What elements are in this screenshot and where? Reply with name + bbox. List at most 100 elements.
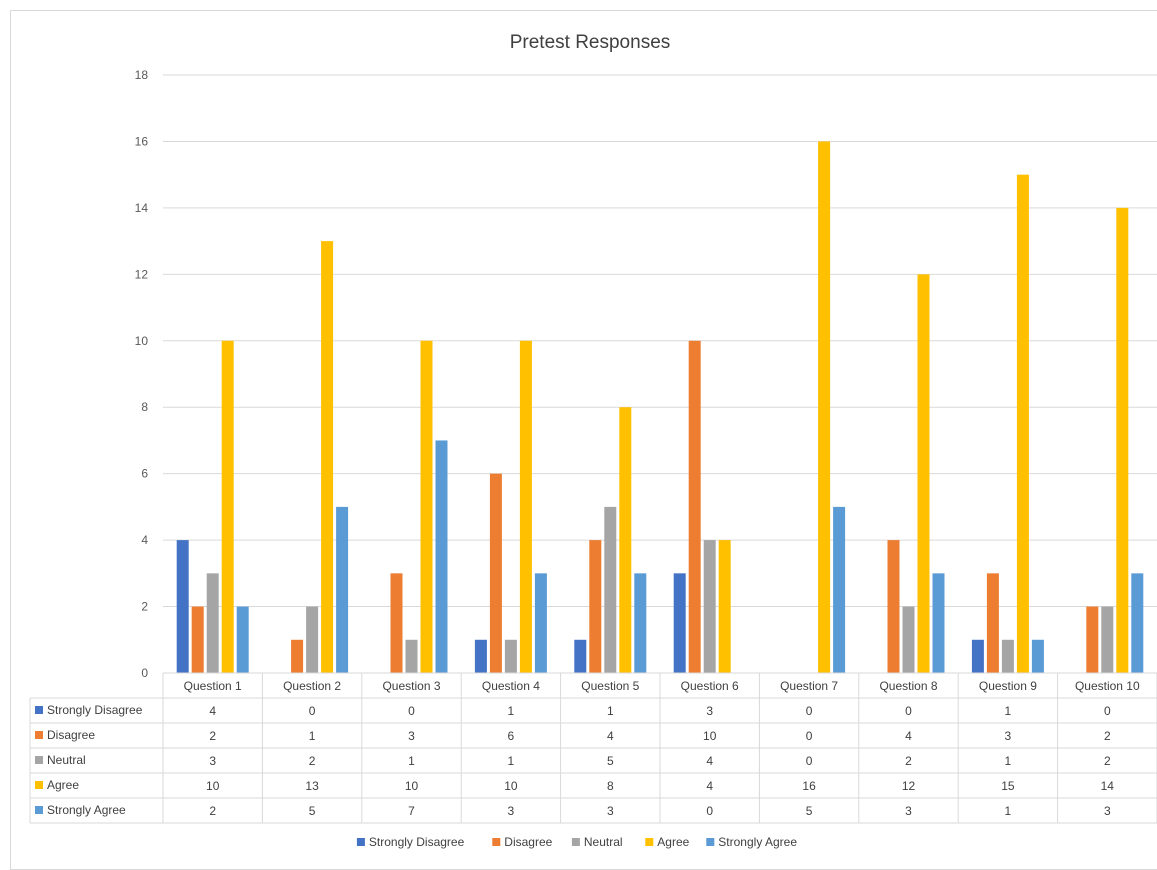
table-cell: 3 [1104, 804, 1111, 818]
table-cell: 1 [508, 754, 515, 768]
table-cell: 10 [504, 779, 518, 793]
table-cell: 0 [1104, 704, 1111, 718]
bar [291, 639, 304, 673]
x-tick-label: Question 10 [1075, 679, 1140, 693]
table-cell: 1 [607, 704, 614, 718]
x-tick-label: Question 8 [879, 679, 937, 693]
bar [321, 241, 334, 673]
table-cell: 10 [405, 779, 419, 793]
table-cell: 16 [802, 779, 816, 793]
y-tick-label: 12 [135, 267, 149, 281]
table-cell: 2 [309, 754, 316, 768]
legend-label: Agree [657, 835, 689, 849]
table-cell: 3 [905, 804, 912, 818]
x-tick-label: Question 3 [382, 679, 440, 693]
axis-layer: 0 2 4 6 8 10 12 14 16 18 [135, 68, 149, 680]
table-cell: 1 [1005, 704, 1012, 718]
chart-title: Pretest Responses [510, 32, 671, 53]
y-tick-label: 6 [141, 467, 148, 481]
bar [306, 606, 319, 673]
table-cell: 3 [1005, 729, 1012, 743]
x-tick-label: Question 1 [184, 679, 242, 693]
table-cell: 1 [1005, 804, 1012, 818]
table-legend-key [35, 781, 43, 789]
bar [917, 274, 930, 673]
table-series-label: Neutral [47, 753, 86, 767]
bar [718, 540, 731, 673]
bar [474, 639, 487, 673]
y-tick-label: 0 [141, 666, 148, 680]
table-series-label: Strongly Agree [47, 803, 126, 817]
bar [1031, 639, 1044, 673]
table-cell: 2 [209, 804, 216, 818]
legend-swatch [356, 838, 365, 846]
table-cell: 0 [806, 754, 813, 768]
bar [1116, 207, 1129, 673]
bar [833, 506, 846, 673]
table-cell: 1 [408, 754, 415, 768]
table-cell: 0 [806, 729, 813, 743]
bar [1101, 606, 1114, 673]
x-tick-label: Question 6 [681, 679, 739, 693]
bar [1131, 573, 1144, 673]
table-cell: 10 [206, 779, 220, 793]
table-cell: 3 [209, 754, 216, 768]
table-legend-key [35, 706, 43, 714]
legend-swatch [706, 838, 715, 846]
table-legend-key [35, 756, 43, 764]
bar [902, 606, 915, 673]
bar [971, 639, 984, 673]
bar [619, 407, 632, 673]
y-tick-label: 10 [135, 334, 149, 348]
bar [688, 340, 701, 673]
bar [390, 573, 403, 673]
y-tick-label: 16 [135, 134, 149, 148]
bar [589, 540, 602, 673]
table-cell: 4 [905, 729, 912, 743]
table-cell: 7 [408, 804, 415, 818]
x-tick-label: Question 5 [581, 679, 639, 693]
x-tick-label: Question 4 [482, 679, 540, 693]
table-cell: 1 [1005, 754, 1012, 768]
bar [673, 573, 686, 673]
table-cell: 0 [408, 704, 415, 718]
table-cell: 0 [806, 704, 813, 718]
bar [634, 573, 647, 673]
table-cell: 12 [902, 779, 916, 793]
bar [420, 340, 433, 673]
bar [604, 506, 617, 673]
table-cell: 3 [408, 729, 415, 743]
table-cell: 3 [508, 804, 515, 818]
bar [336, 506, 349, 673]
legend-swatch [645, 838, 654, 846]
table-cell: 8 [607, 779, 614, 793]
legend: Strongly Disagree Disagree Neutral Agree Str… [356, 835, 797, 849]
bar [818, 141, 831, 673]
bar [519, 340, 532, 673]
table-cell: 10 [703, 729, 717, 743]
bar [489, 473, 502, 673]
y-tick-label: 8 [141, 400, 148, 414]
table-cell: 5 [806, 804, 813, 818]
table-cell: 2 [209, 729, 216, 743]
table-cell: 0 [905, 704, 912, 718]
data-table: Question 1 Question 2 Question 3 Question 4… [29, 672, 1157, 824]
table-cell: 4 [706, 779, 713, 793]
table-cell: 3 [607, 804, 614, 818]
legend-swatch [492, 838, 501, 846]
table-series-label: Disagree [47, 728, 95, 742]
bar [236, 606, 249, 673]
bar [534, 573, 547, 673]
bar [206, 573, 219, 673]
x-tick-label: Question 2 [283, 679, 341, 693]
legend-label: Strongly Disagree [369, 835, 465, 849]
table-cell: 5 [309, 804, 316, 818]
table-cell: 2 [1104, 754, 1111, 768]
table-cell: 15 [1001, 779, 1015, 793]
bar [504, 639, 517, 673]
table-cell: 1 [309, 729, 316, 743]
bar [191, 606, 204, 673]
table-cell: 0 [309, 704, 316, 718]
table-cell: 3 [706, 704, 713, 718]
